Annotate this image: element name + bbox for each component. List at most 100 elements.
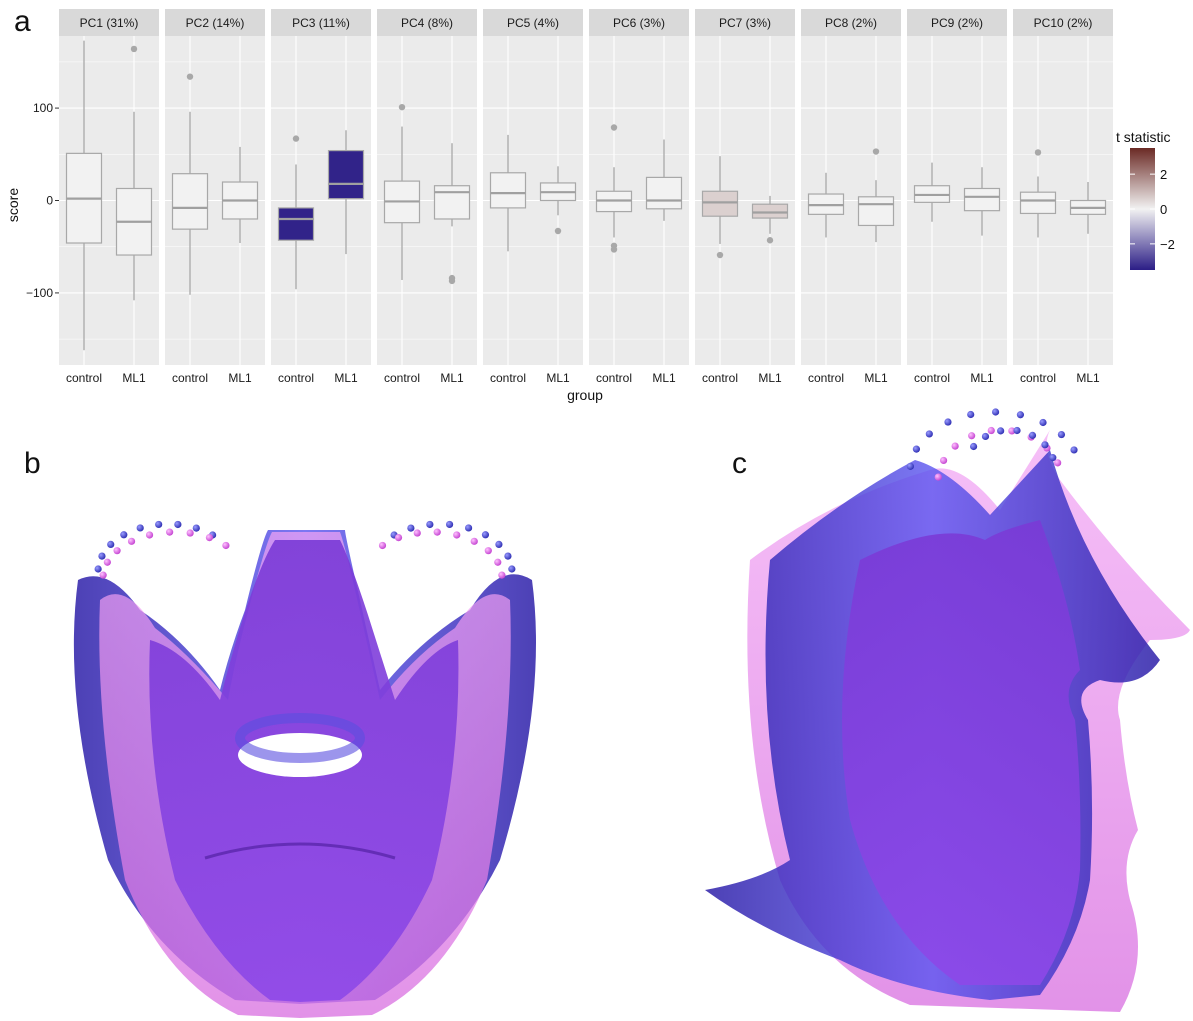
facet-strip [1013,9,1113,36]
facet-strip [165,9,265,36]
landmark-sphere [944,418,952,426]
box-iqr [277,207,315,241]
landmark-sphere [484,547,492,555]
box-iqr [327,149,365,200]
outlier-point [186,73,194,80]
x-tick-label: control [278,371,314,385]
box-iqr [963,187,1001,212]
face-render-lateral [705,430,1190,1012]
box [383,103,421,280]
outlier-point [398,103,406,111]
x-tick-label: ML1 [1076,371,1100,385]
facet-panel: PC7 (3%) control ML1 [695,9,795,385]
landmark-sphere [186,529,194,537]
landmark-sphere [1041,441,1049,449]
landmark-sphere [136,524,144,532]
box-iqr [701,190,739,217]
facet-label: PC5 (4%) [507,16,559,30]
box [65,40,103,351]
x-tick-label: control [914,371,950,385]
facet-label: PC7 (3%) [719,16,771,30]
facet-label: PC2 (14%) [186,16,245,30]
landmark-sphere [470,537,478,545]
legend-tick-label: −2 [1160,237,1175,252]
box-iqr [857,196,895,227]
landmark-sphere [426,520,434,529]
facet-panel: PC8 (2%) control ML1 [801,9,901,385]
box [171,73,209,295]
landmark-sphere [98,552,106,560]
x-tick-label: control [808,371,844,385]
landmark-sphere [967,410,975,419]
x-tick-label: ML1 [440,371,464,385]
facet-panel: PC1 (31%) control ML1 [59,9,159,385]
box [1069,182,1107,234]
landmark-sphere [1070,446,1078,454]
landmark-sphere [504,552,512,560]
facet-label: PC3 (11%) [292,16,350,30]
box [1019,149,1057,238]
box [327,130,365,255]
outlier-point [448,277,456,285]
box [645,139,683,221]
landmark-sphere [939,456,948,465]
landmark-sphere [1008,427,1016,435]
landmark-sphere [494,558,502,566]
landmark-sphere [166,528,174,536]
box [221,146,259,244]
legend-tick-label: 2 [1160,167,1167,182]
x-tick-label: ML1 [228,371,252,385]
landmark-sphere [925,430,933,438]
facet-panel: PC6 (3%) control ML1 [589,9,689,385]
landmark-sphere [981,432,990,441]
y-tick-label: −100 [26,286,53,300]
x-tick-label: control [384,371,420,385]
box-iqr [433,185,471,220]
facet-label: PC1 (31%) [80,16,139,30]
facet-strip [589,9,689,36]
landmark-sphere [433,528,441,536]
x-tick-label: ML1 [758,371,782,385]
landmark-sphere [481,531,490,539]
landmark-sphere [1013,426,1021,435]
x-tick-label: ML1 [546,371,570,385]
lip-line [204,842,396,860]
facet-strip [907,9,1007,36]
landmark-sphere [453,531,461,539]
outlier-point [292,135,300,142]
x-tick-label: ML1 [122,371,146,385]
landmark-sphere [222,541,230,550]
y-tick-label: 100 [33,101,53,115]
landmark-sphere [205,534,214,542]
landmark-sphere [407,524,415,532]
landmark-sphere [1054,459,1062,467]
facet-strip [59,9,159,36]
box-iqr [171,173,209,230]
landmark-sphere [508,565,516,573]
legend-tick-label: 0 [1160,202,1167,217]
landmark-sphere [991,408,1000,416]
landmark-sphere [99,571,107,579]
outlier-point [1034,149,1042,156]
x-tick-label: control [66,371,102,385]
landmark-sphere [94,565,102,573]
box-iqr [489,172,527,209]
panel-label-a: a [14,5,31,38]
landmark-sphere [951,442,959,450]
x-tick-label: control [702,371,738,385]
box [751,195,789,244]
face-render-frontal [73,530,536,1018]
outlier-point [872,148,880,155]
landmark-sphere [445,520,454,529]
facet-panel: PC9 (2%) control ML1 [907,9,1007,385]
x-tick-label: ML1 [970,371,994,385]
t-statistic-legend: t statistic 2 0 −2 [1116,129,1175,270]
landmark-sphere [127,537,136,545]
landmark-sphere [495,540,503,548]
landmark-sphere [912,445,921,453]
facet-strip [801,9,901,36]
facet-label: PC6 (3%) [613,16,665,30]
landmark-sphere [174,520,182,529]
outlier-point [716,251,724,259]
